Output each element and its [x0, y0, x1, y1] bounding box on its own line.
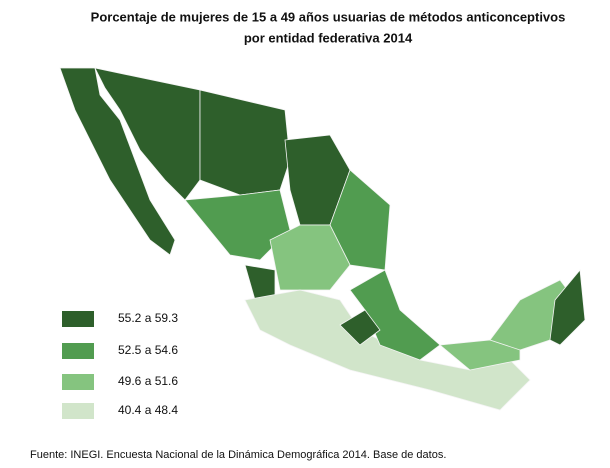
map [59, 67, 586, 411]
legend-swatch [62, 403, 94, 419]
region [339, 309, 381, 346]
legend-label: 52.5 a 54.6 [118, 343, 178, 357]
region [244, 264, 276, 301]
title-line: por entidad federativa 2014 [244, 30, 413, 45]
region [199, 89, 291, 196]
legend-label: 49.6 a 51.6 [118, 374, 178, 388]
legend-label: 40.4 a 48.4 [118, 403, 178, 417]
legend-label: 55.2 a 59.3 [118, 311, 178, 325]
legend-swatch [62, 374, 94, 390]
source-note: Fuente: INEGI. Encuesta Nacional de la D… [30, 449, 446, 461]
region [269, 224, 351, 291]
legend-swatch [62, 311, 94, 327]
region [244, 289, 531, 411]
region [59, 67, 176, 256]
region [549, 269, 586, 346]
title-line: Porcentaje de mujeres de 15 a 49 años us… [91, 9, 566, 24]
legend-swatch [62, 343, 94, 359]
legend: 55.2 a 59.3 52.5 a 54.6 49.6 a 51.6 40.4 a … [62, 311, 178, 419]
